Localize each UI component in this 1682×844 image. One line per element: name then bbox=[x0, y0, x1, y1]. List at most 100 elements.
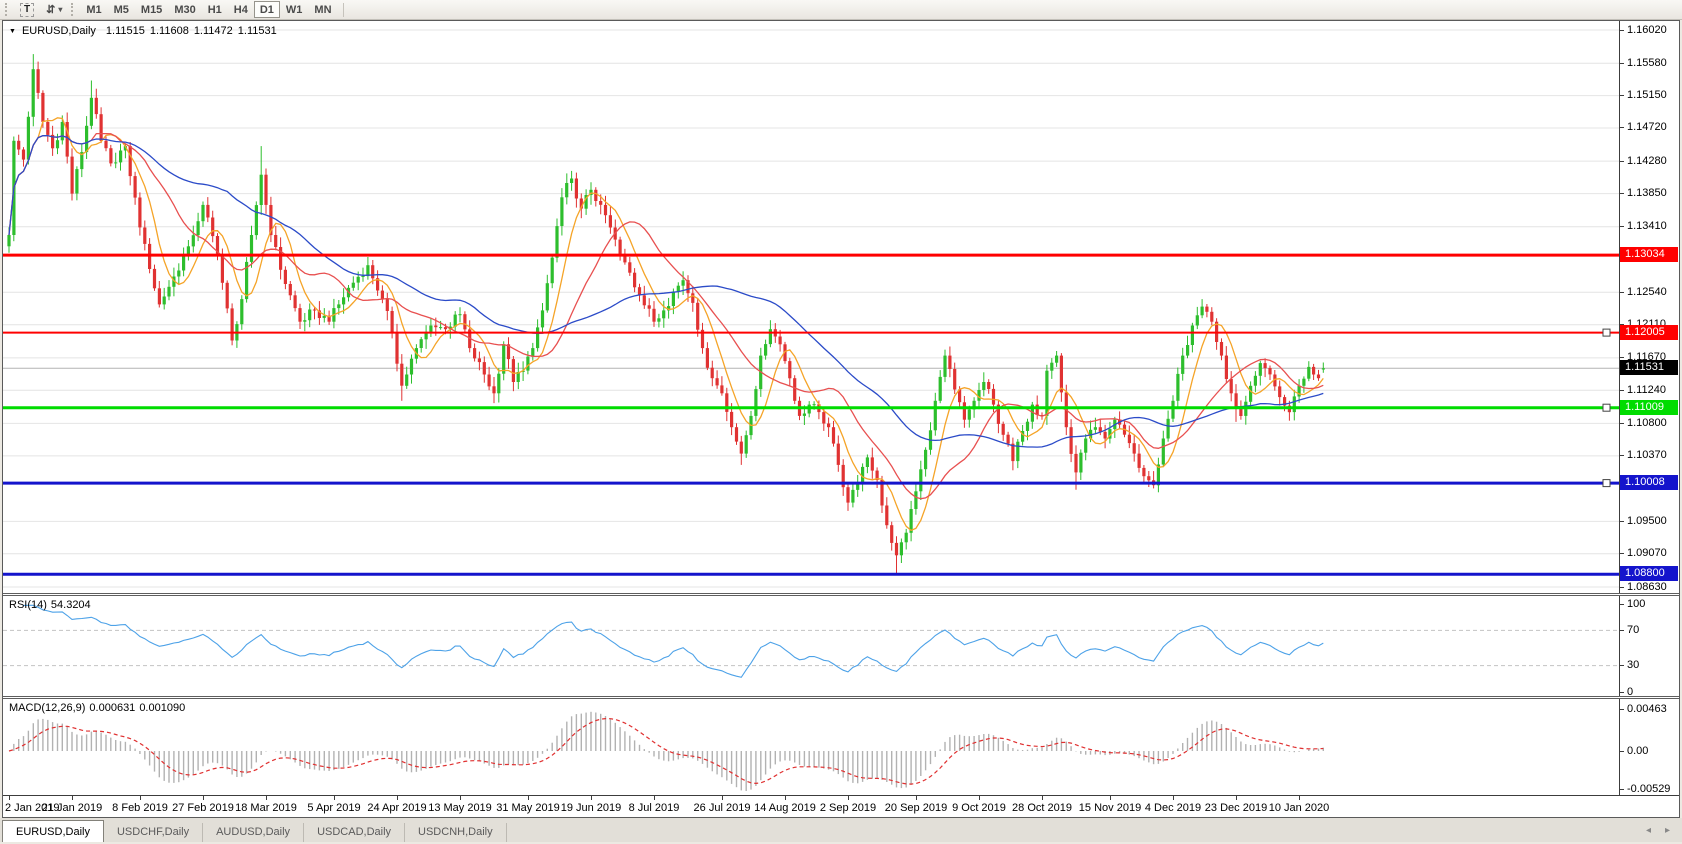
macd-name: MACD(12,26,9) bbox=[9, 702, 86, 714]
date-label: 15 Nov 2019 bbox=[1078, 802, 1142, 814]
price-tick: 1.15580 bbox=[1620, 57, 1667, 70]
date-label: 23 Dec 2019 bbox=[1204, 802, 1268, 814]
pane-splitter[interactable] bbox=[3, 593, 1679, 596]
price-tick: 1.15150 bbox=[1620, 89, 1667, 102]
timeframe-button-m5[interactable]: M5 bbox=[113, 3, 129, 16]
date-label: 13 May 2019 bbox=[428, 802, 492, 814]
timeframe-button-m1[interactable]: M1 bbox=[86, 3, 102, 16]
chart-menu-triangle-icon[interactable]: ▼ bbox=[9, 27, 16, 35]
macd-value-signal: 0.001090 bbox=[139, 702, 186, 714]
hline-price-label: 1.13034 bbox=[1620, 247, 1678, 262]
macd-pane[interactable]: MACD(12,26,9) 0.000631 0.001090 bbox=[3, 699, 1619, 795]
macd-tick: 0.00463 bbox=[1620, 703, 1667, 716]
price-tick: 1.11240 bbox=[1620, 384, 1666, 397]
date-tick bbox=[140, 796, 141, 800]
price-tick: 1.13410 bbox=[1620, 220, 1667, 233]
ohlc-high: 1.11608 bbox=[149, 25, 189, 37]
timeframe-button-h1[interactable]: H1 bbox=[207, 3, 222, 16]
rsi-tick: 70 bbox=[1620, 624, 1639, 637]
hline-price-label: 1.08800 bbox=[1620, 566, 1678, 581]
date-tick bbox=[528, 796, 529, 800]
price-tick: 1.14720 bbox=[1620, 121, 1667, 134]
date-tick bbox=[916, 796, 917, 800]
date-label: 5 Apr 2019 bbox=[307, 802, 361, 814]
date-tick bbox=[979, 796, 980, 800]
ohlc-open: 1.11515 bbox=[105, 25, 145, 37]
rsi-name: RSI(14) bbox=[9, 599, 47, 611]
date-label: 10 Jan 2020 bbox=[1268, 802, 1330, 814]
timeframe-button-m15[interactable]: M15 bbox=[140, 3, 163, 16]
chart-tabstrip: EURUSD,Daily USDCHF,Daily AUDUSD,Daily USDC… bbox=[0, 818, 1682, 842]
hline-price-label: 1.12005 bbox=[1620, 325, 1678, 340]
date-tick bbox=[1110, 796, 1111, 800]
date-tick bbox=[654, 796, 655, 800]
date-label: 27 Feb 2019 bbox=[172, 802, 234, 814]
cursor-tool-button[interactable]: ⇵ ▾ bbox=[40, 1, 68, 18]
rsi-value: 54.3204 bbox=[50, 599, 91, 611]
text-tool-button[interactable]: T bbox=[14, 1, 40, 18]
chart-tab-usdchf[interactable]: USDCHF,Daily bbox=[104, 823, 204, 842]
chart-title: ▼ EURUSD,Daily 1.11515 1.11608 1.11472 1… bbox=[9, 25, 282, 37]
price-tick: 1.09070 bbox=[1620, 547, 1667, 560]
date-tick bbox=[397, 796, 398, 800]
price-tick: 1.12540 bbox=[1620, 286, 1667, 299]
timeframe-button-h4[interactable]: H4 bbox=[233, 3, 248, 16]
hline-price-label: 1.10008 bbox=[1620, 475, 1678, 490]
chart-tabs: EURUSD,Daily USDCHF,Daily AUDUSD,Daily USDC… bbox=[2, 820, 507, 842]
price-tick: 1.14280 bbox=[1620, 155, 1667, 168]
rsi-pane[interactable]: RSI(14) 54.3204 bbox=[3, 596, 1619, 696]
date-tick bbox=[1173, 796, 1174, 800]
macd-value-main: 0.000631 bbox=[89, 702, 136, 714]
pane-splitter[interactable] bbox=[3, 696, 1679, 699]
date-label: 28 Oct 2019 bbox=[1012, 802, 1072, 814]
date-tick bbox=[1236, 796, 1237, 800]
date-label: 9 Oct 2019 bbox=[952, 802, 1006, 814]
date-tick bbox=[266, 796, 267, 800]
toolbar-grip[interactable] bbox=[5, 3, 9, 16]
price-tick: 1.16020 bbox=[1620, 24, 1667, 37]
rsi-label: RSI(14) 54.3204 bbox=[9, 599, 95, 611]
date-tick bbox=[785, 796, 786, 800]
date-tick bbox=[1299, 796, 1300, 800]
hline-price-label: 1.11009 bbox=[1620, 400, 1678, 415]
main-chart-pane[interactable]: ▼ EURUSD,Daily 1.11515 1.11608 1.11472 1… bbox=[3, 21, 1619, 593]
timeframe-button-w1[interactable]: W1 bbox=[285, 3, 303, 16]
dropdown-caret-icon: ▾ bbox=[58, 5, 63, 14]
rsi-axis[interactable]: 100 70 30 0 bbox=[1619, 596, 1679, 696]
date-axis[interactable]: 2 Jan 2019 21 Jan 2019 8 Feb 2019 27 Feb 20… bbox=[3, 795, 1679, 817]
timeframe-group: M1 M5 M15 M30 H1 H4 D1 W1 MN bbox=[80, 1, 337, 18]
macd-tick: 0.00 bbox=[1620, 745, 1648, 758]
toolbar-separator bbox=[342, 2, 344, 17]
tabs-scroll-right-icon[interactable]: ▸ bbox=[1664, 825, 1670, 836]
date-label: 2 Sep 2019 bbox=[819, 802, 877, 814]
rsi-tick: 30 bbox=[1620, 659, 1639, 672]
date-tick bbox=[1042, 796, 1043, 800]
ohlc-close: 1.11531 bbox=[237, 25, 277, 37]
date-tick bbox=[203, 796, 204, 800]
macd-axis[interactable]: 0.00463 0.00 -0.00529 bbox=[1619, 699, 1679, 795]
chart-tab-usdcad[interactable]: USDCAD,Daily bbox=[304, 823, 406, 842]
price-tick: 1.10800 bbox=[1620, 417, 1667, 430]
date-tick bbox=[591, 796, 592, 800]
date-tick bbox=[72, 796, 73, 800]
date-label: 8 Feb 2019 bbox=[112, 802, 168, 814]
timeframe-button-m30[interactable]: M30 bbox=[174, 3, 196, 16]
price-axis[interactable]: 1.16020 1.15580 1.15150 1.14720 1.14280 1.138… bbox=[1619, 21, 1679, 593]
price-tick: 1.09500 bbox=[1620, 515, 1667, 528]
date-label: 2 Jan 2019 bbox=[5, 802, 60, 814]
chart-tab-usdcnh[interactable]: USDCNH,Daily bbox=[405, 823, 507, 842]
date-label: 14 Aug 2019 bbox=[754, 802, 816, 814]
date-label: 21 Jan 2019 bbox=[41, 802, 103, 814]
chart-title-symbol: EURUSD,Daily bbox=[21, 25, 96, 37]
price-tick: 1.10370 bbox=[1620, 449, 1667, 462]
chart-tab-audusd[interactable]: AUDUSD,Daily bbox=[203, 823, 305, 842]
chart-tab-eurusd[interactable]: EURUSD,Daily bbox=[2, 820, 104, 842]
date-label: 4 Dec 2019 bbox=[1144, 802, 1202, 814]
toolbar-grip[interactable] bbox=[71, 3, 75, 16]
tabs-scroll-left-icon[interactable]: ◂ bbox=[1645, 825, 1651, 836]
timeframe-button-mn[interactable]: MN bbox=[314, 3, 332, 16]
price-tick: 1.08630 bbox=[1620, 581, 1667, 593]
timeframe-button-d1[interactable]: D1 bbox=[253, 1, 280, 18]
date-label: 31 May 2019 bbox=[496, 802, 560, 814]
chart-window: ▼ EURUSD,Daily 1.11515 1.11608 1.11472 1… bbox=[2, 20, 1680, 818]
